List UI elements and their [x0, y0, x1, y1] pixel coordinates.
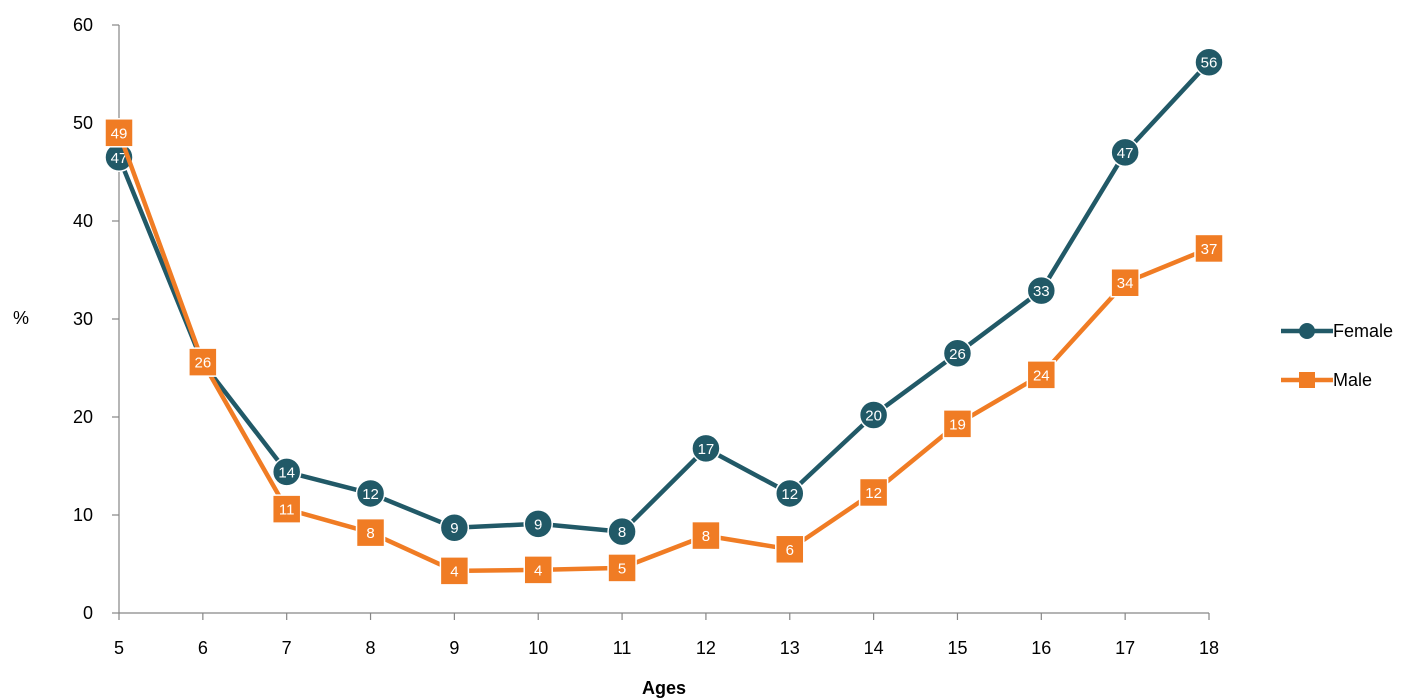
data-label-female: 12	[362, 486, 379, 503]
data-label-male: 24	[1033, 367, 1050, 384]
data-point-male	[271, 494, 302, 524]
data-label-female: 33	[1033, 283, 1050, 300]
data-point-male	[439, 556, 470, 586]
data-point-male	[1026, 360, 1057, 390]
x-tick-label: 7	[282, 638, 292, 658]
y-tick-label: 10	[73, 505, 93, 525]
y-tick-label: 0	[83, 603, 93, 623]
data-label-male: 4	[534, 562, 542, 579]
y-tick-label: 30	[73, 309, 93, 329]
data-label-male: 34	[1117, 275, 1134, 292]
data-point-female	[1194, 47, 1224, 77]
data-point-male	[355, 517, 386, 548]
data-point-male	[188, 347, 218, 377]
data-label-female: 8	[618, 524, 626, 541]
x-tick-label: 8	[366, 638, 376, 658]
data-label-male: 4	[450, 563, 458, 580]
x-tick-label: 15	[947, 638, 967, 658]
data-point-male	[1110, 267, 1140, 298]
data-point-male	[691, 520, 721, 551]
x-tick-label: 6	[198, 638, 208, 658]
data-label-male: 49	[111, 125, 128, 142]
data-label-female: 14	[278, 464, 295, 481]
legend-item-male: Male	[1281, 370, 1372, 390]
series-layer: 4726141299817122026334756492611844586121…	[104, 47, 1224, 586]
x-tick-label: 16	[1031, 638, 1051, 658]
data-label-female: 56	[1201, 55, 1218, 72]
data-point-female	[439, 512, 470, 543]
legend-marker	[1299, 372, 1315, 388]
data-label-female: 17	[698, 441, 715, 458]
data-label-male: 37	[1201, 241, 1218, 258]
data-point-male	[775, 534, 805, 565]
data-point-male	[858, 477, 889, 508]
x-tick-label: 10	[528, 638, 548, 658]
series-female: 47 26 14 12 9 9 8 17 12 20 26 33 47 56	[104, 47, 1224, 547]
y-tick-label: 60	[73, 15, 93, 35]
data-label-male: 8	[366, 525, 374, 542]
x-tick-label: 13	[780, 638, 800, 658]
x-tick-label: 14	[864, 638, 884, 658]
legend-label: Female	[1333, 321, 1393, 341]
data-point-female	[355, 478, 386, 509]
x-tick-label: 12	[696, 638, 716, 658]
data-label-female: 9	[534, 516, 542, 533]
legend-marker	[1299, 323, 1315, 339]
data-label-male: 5	[618, 560, 626, 577]
y-tick-label: 50	[73, 113, 93, 133]
data-label-male: 19	[949, 416, 966, 433]
legend-label: Male	[1333, 370, 1372, 390]
data-point-female	[1026, 275, 1057, 306]
legend: Female Male	[1281, 321, 1393, 390]
data-point-male	[1194, 233, 1224, 264]
data-point-male	[523, 555, 553, 585]
data-point-male	[607, 553, 637, 583]
data-label-female: 47	[1117, 145, 1134, 162]
x-tick-label: 18	[1199, 638, 1219, 658]
x-axis-title: Ages	[642, 678, 686, 698]
x-tick-label: 9	[449, 638, 459, 658]
x-tick-label: 17	[1115, 638, 1135, 658]
data-point-female	[1110, 137, 1140, 168]
data-point-male	[104, 118, 134, 148]
x-tick-label: 11	[613, 638, 632, 658]
data-label-female: 20	[865, 408, 882, 425]
data-label-male: 8	[702, 528, 710, 545]
data-label-male: 26	[195, 355, 212, 372]
data-label-female: 9	[450, 520, 458, 537]
data-point-female	[271, 457, 302, 487]
data-label-female: 47	[111, 150, 128, 167]
data-point-female	[942, 338, 973, 369]
y-tick-label: 40	[73, 211, 93, 231]
x-tick-label: 5	[114, 638, 124, 658]
data-label-female: 26	[949, 346, 966, 363]
data-point-female	[607, 516, 637, 547]
data-label-male: 11	[279, 502, 295, 519]
data-point-female	[691, 433, 721, 464]
y-tick-label: 20	[73, 407, 93, 427]
legend-item-female: Female	[1281, 321, 1393, 341]
data-label-male: 6	[786, 542, 794, 559]
data-point-male	[942, 409, 973, 439]
data-label-male: 12	[865, 485, 882, 502]
y-axis-title: %	[13, 308, 29, 328]
data-point-female	[858, 400, 889, 430]
data-point-female	[775, 478, 805, 509]
data-point-female	[523, 509, 553, 539]
series-male: 49 26 11 8 4 4 5 8 6 12 19 24 34 37	[104, 118, 1224, 586]
data-label-female: 12	[781, 486, 798, 503]
